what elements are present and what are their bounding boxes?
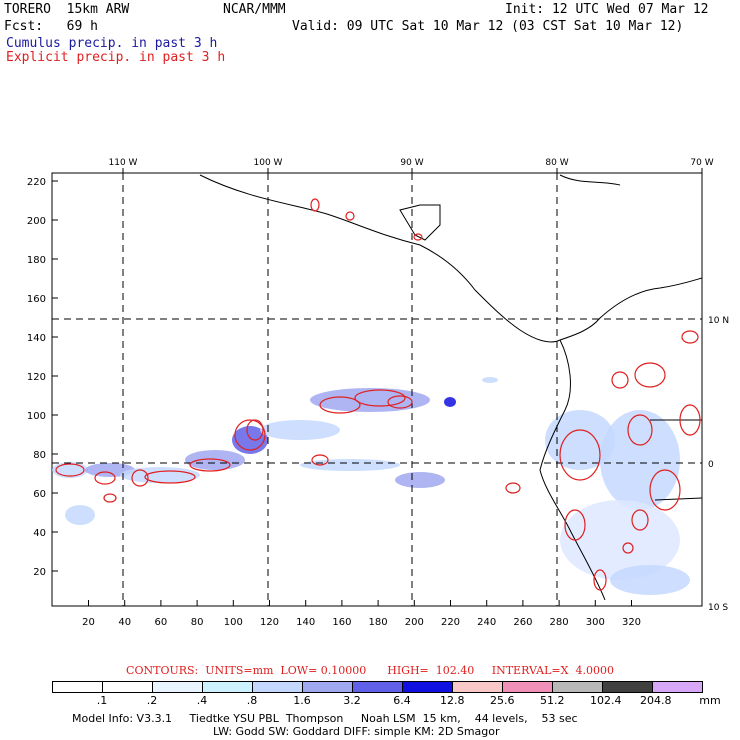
y-tick-label: 80 — [33, 450, 46, 461]
legend-label: .2 — [146, 694, 158, 707]
y-tick-label: 140 — [27, 333, 46, 344]
x-tick-label: 260 — [513, 617, 532, 628]
y-tick-label: 200 — [27, 216, 46, 227]
y-tick-label: 220 — [27, 177, 46, 188]
legend-label: 6.4 — [393, 694, 411, 707]
legend-swatch — [652, 681, 703, 693]
legend-label: .8 — [246, 694, 258, 707]
legend-swatch — [202, 681, 253, 693]
y-tick-label: 100 — [27, 411, 46, 422]
legend-swatch — [552, 681, 603, 693]
y-tick-label: 20 — [33, 567, 46, 578]
legend-swatch — [252, 681, 303, 693]
legend-swatch — [52, 681, 103, 693]
x-tick-label: 240 — [477, 617, 496, 628]
forecast-hour: Fcst: 69 h — [4, 19, 98, 34]
x-tick-label: 280 — [550, 617, 569, 628]
latitude-label: 10 S — [708, 603, 728, 613]
y-tick-label: 160 — [27, 294, 46, 305]
legend-swatch — [502, 681, 553, 693]
x-tick-label: 120 — [260, 617, 279, 628]
longitude-label: 110 W — [109, 158, 138, 168]
legend-swatch — [152, 681, 203, 693]
legend-swatch — [102, 681, 153, 693]
init-time: Init: 12 UTC Wed 07 Mar 12 — [505, 2, 709, 17]
latitude-labels: 10 N 0 10 S — [708, 316, 729, 613]
x-tick-label: 80 — [191, 617, 204, 628]
legend-label: .4 — [196, 694, 208, 707]
model-info: Model Info: V3.3.1 Tiedtke YSU PBL Thomp… — [72, 712, 578, 725]
legend-label: 25.6 — [490, 694, 515, 707]
y-tick-label: 180 — [27, 255, 46, 266]
contour-info: CONTOURS: UNITS=mm LOW= 0.10000 HIGH= 10… — [126, 664, 614, 677]
legend-swatch — [352, 681, 403, 693]
x-tick-label: 40 — [118, 617, 131, 628]
longitude-label: 70 W — [690, 158, 713, 168]
y-axis: 220 200 180 160 140 120 100 80 60 40 20 — [27, 177, 58, 578]
explicit-precip-contours — [55, 198, 701, 591]
cumulus-precip-field — [52, 377, 690, 595]
legend-label: 1.6 — [293, 694, 311, 707]
legend-swatch — [302, 681, 353, 693]
physics-info: LW: Godd SW: Goddard DIFF: simple KM: 2D… — [213, 725, 500, 738]
grid-lines — [52, 173, 702, 606]
x-tick-label: 60 — [155, 617, 168, 628]
legend-swatch — [452, 681, 503, 693]
x-tick-label: 160 — [332, 617, 351, 628]
cumulus-label: Cumulus precip. in past 3 h — [6, 36, 218, 51]
x-tick-label: 300 — [586, 617, 605, 628]
x-tick-label: 220 — [441, 617, 460, 628]
longitude-label: 100 W — [254, 158, 283, 168]
legend-label: 3.2 — [343, 694, 361, 707]
model-title: TORERO 15km ARW — [4, 2, 130, 17]
explicit-label: Explicit precip. in past 3 h — [6, 50, 226, 65]
legend-label: 102.4 — [590, 694, 622, 707]
x-tick-label: 20 — [82, 617, 95, 628]
y-tick-label: 60 — [33, 489, 46, 500]
longitude-labels: 110 W 100 W 90 W 80 W 70 W — [109, 158, 714, 173]
latitude-label: 0 — [708, 460, 714, 470]
x-tick-label: 100 — [224, 617, 243, 628]
longitude-label: 90 W — [400, 158, 423, 168]
valid-time: Valid: 09 UTC Sat 10 Mar 12 (03 CST Sat … — [292, 19, 684, 34]
legend-swatch — [602, 681, 653, 693]
legend-label: 12.8 — [440, 694, 465, 707]
legend-label: 204.8 — [640, 694, 672, 707]
y-tick-label: 40 — [33, 528, 46, 539]
x-tick-label: 320 — [622, 617, 641, 628]
y-tick-label: 120 — [27, 372, 46, 383]
legend-label: mm — [699, 694, 721, 707]
legend-label: 51.2 — [540, 694, 565, 707]
legend-label: .1 — [96, 694, 108, 707]
latitude-label: 10 N — [708, 316, 729, 326]
x-tick-label: 180 — [369, 617, 388, 628]
x-tick-label: 200 — [405, 617, 424, 628]
legend-swatch — [402, 681, 453, 693]
org-label: NCAR/MMM — [223, 2, 286, 17]
x-axis: 20 40 60 80 100 120 140 160 180 200 220 240 260 280 30… — [82, 600, 641, 628]
x-tick-label: 140 — [296, 617, 315, 628]
longitude-label: 80 W — [545, 158, 568, 168]
